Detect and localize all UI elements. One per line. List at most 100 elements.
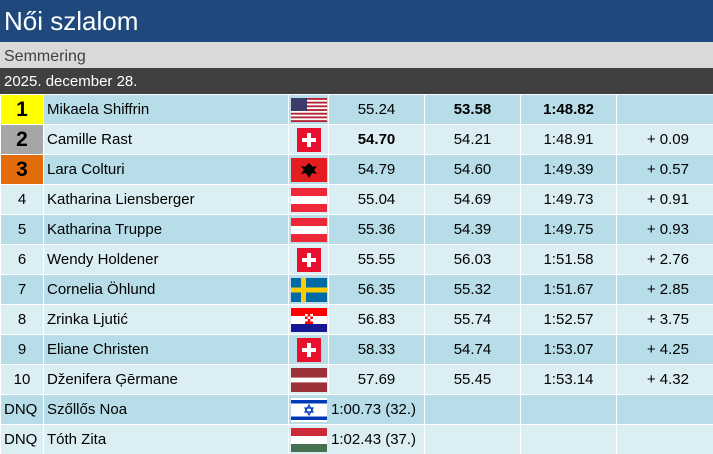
run1-result: 1:02.43 (37.) bbox=[331, 431, 417, 448]
austria-flag-icon bbox=[290, 217, 327, 242]
run2-time: 54.69 bbox=[424, 184, 521, 215]
run2-time: 54.74 bbox=[424, 334, 521, 365]
flag-cell bbox=[288, 184, 329, 215]
athlete-name: Lara Colturi bbox=[43, 154, 289, 185]
rank-cell: 4 bbox=[0, 184, 44, 215]
austria-flag-icon bbox=[290, 187, 327, 212]
usa-flag-icon bbox=[290, 97, 327, 122]
run2-time: 54.39 bbox=[424, 214, 521, 245]
athlete-name: Tóth Zita bbox=[43, 424, 289, 454]
time-difference bbox=[616, 94, 713, 125]
empty-cell bbox=[520, 424, 617, 454]
athlete-name: Dženifera Ģērmane bbox=[43, 364, 289, 395]
total-time: 1:48.82 bbox=[520, 94, 617, 125]
run2-time: 54.60 bbox=[424, 154, 521, 185]
athlete-name: Eliane Christen bbox=[43, 334, 289, 365]
total-time: 1:49.75 bbox=[520, 214, 617, 245]
albania-flag-icon bbox=[290, 157, 327, 182]
athlete-name: Szőllős Noa bbox=[43, 394, 289, 425]
athlete-name: Katharina Truppe bbox=[43, 214, 289, 245]
empty-cell bbox=[520, 394, 617, 425]
athlete-name: Zrinka Ljutić bbox=[43, 304, 289, 335]
athlete-name: Cornelia Öhlund bbox=[43, 274, 289, 305]
table-row: DNQ Tóth Zita 1:02.43 (37.) bbox=[0, 424, 713, 454]
time-difference: + 4.32 bbox=[616, 364, 713, 395]
run1-time: 55.55 bbox=[328, 244, 425, 275]
rank-cell: DNQ bbox=[0, 424, 44, 454]
date-label: 2025. december 28. bbox=[0, 68, 713, 94]
rank-cell: 2 bbox=[0, 124, 44, 155]
time-difference: + 0.91 bbox=[616, 184, 713, 215]
time-difference: + 3.75 bbox=[616, 304, 713, 335]
empty-cell bbox=[616, 424, 713, 454]
rank-cell: 3 bbox=[0, 154, 44, 185]
flag-cell bbox=[288, 124, 329, 155]
table-row: 1 Mikaela Shiffrin 55.24 53.58 1:48.82 bbox=[0, 94, 713, 125]
athlete-name: Mikaela Shiffrin bbox=[43, 94, 289, 125]
hungary-flag-icon bbox=[291, 427, 327, 452]
run1-time: 54.79 bbox=[328, 154, 425, 185]
table-row: 4 Katharina Liensberger 55.04 54.69 1:49.73 +… bbox=[0, 184, 713, 215]
switzerland-flag-icon bbox=[296, 337, 321, 362]
table-row: DNQ Szőllős Noa 1:00.73 (32.) bbox=[0, 394, 713, 425]
table-row: 2 Camille Rast 54.70 54.21 1:48.91 + 0.09 bbox=[0, 124, 713, 155]
total-time: 1:48.91 bbox=[520, 124, 617, 155]
dnq-result-cell: 1:02.43 (37.) bbox=[288, 424, 425, 454]
croatia-flag-icon bbox=[290, 307, 327, 332]
time-difference: + 4.25 bbox=[616, 334, 713, 365]
flag-cell bbox=[288, 334, 329, 365]
table-row: 6 Wendy Holdener 55.55 56.03 1:51.58 + 2.76 bbox=[0, 244, 713, 275]
flag-cell bbox=[288, 154, 329, 185]
israel-flag-icon bbox=[291, 397, 327, 422]
flag-cell bbox=[288, 244, 329, 275]
run1-time: 56.35 bbox=[328, 274, 425, 305]
latvia-flag-icon bbox=[290, 367, 327, 392]
run2-time: 54.21 bbox=[424, 124, 521, 155]
run1-time: 58.33 bbox=[328, 334, 425, 365]
flag-cell bbox=[288, 94, 329, 125]
athlete-name: Katharina Liensberger bbox=[43, 184, 289, 215]
run1-time: 54.70 bbox=[328, 124, 425, 155]
table-row: 9 Eliane Christen 58.33 54.74 1:53.07 + 4.25 bbox=[0, 334, 713, 365]
athlete-name: Wendy Holdener bbox=[43, 244, 289, 275]
time-difference: + 0.93 bbox=[616, 214, 713, 245]
run2-time: 55.45 bbox=[424, 364, 521, 395]
rank-cell: 7 bbox=[0, 274, 44, 305]
rank-cell: 8 bbox=[0, 304, 44, 335]
total-time: 1:51.67 bbox=[520, 274, 617, 305]
page-title: Női szlalom bbox=[0, 0, 713, 42]
run1-time: 55.24 bbox=[328, 94, 425, 125]
time-difference: + 2.85 bbox=[616, 274, 713, 305]
flag-cell bbox=[288, 304, 329, 335]
flag-cell bbox=[288, 364, 329, 395]
run2-time: 53.58 bbox=[424, 94, 521, 125]
empty-cell bbox=[424, 394, 521, 425]
rank-cell: 1 bbox=[0, 94, 44, 125]
results-table: 1 Mikaela Shiffrin 55.24 53.58 1:48.82 2 Camil… bbox=[0, 94, 713, 454]
flag-cell bbox=[288, 214, 329, 245]
empty-cell bbox=[616, 394, 713, 425]
total-time: 1:53.14 bbox=[520, 364, 617, 395]
run1-time: 56.83 bbox=[328, 304, 425, 335]
rank-cell: 10 bbox=[0, 364, 44, 395]
rank-cell: 5 bbox=[0, 214, 44, 245]
table-row: 7 Cornelia Öhlund 56.35 55.32 1:51.67 + 2.85 bbox=[0, 274, 713, 305]
total-time: 1:49.39 bbox=[520, 154, 617, 185]
total-time: 1:49.73 bbox=[520, 184, 617, 215]
empty-cell bbox=[424, 424, 521, 454]
table-row: 8 Zrinka Ljutić 56.83 55.74 1:52.57 + 3.75 bbox=[0, 304, 713, 335]
total-time: 1:53.07 bbox=[520, 334, 617, 365]
dnq-result-cell: 1:00.73 (32.) bbox=[288, 394, 425, 425]
athlete-name: Camille Rast bbox=[43, 124, 289, 155]
total-time: 1:52.57 bbox=[520, 304, 617, 335]
rank-cell: 6 bbox=[0, 244, 44, 275]
sweden-flag-icon bbox=[290, 277, 327, 302]
run1-time: 57.69 bbox=[328, 364, 425, 395]
run1-result: 1:00.73 (32.) bbox=[331, 401, 417, 418]
total-time: 1:51.58 bbox=[520, 244, 617, 275]
flag-cell bbox=[288, 274, 329, 305]
rank-cell: 9 bbox=[0, 334, 44, 365]
run2-time: 55.32 bbox=[424, 274, 521, 305]
table-row: 10 Dženifera Ģērmane 57.69 55.45 1:53.14 + 4.… bbox=[0, 364, 713, 395]
time-difference: + 0.09 bbox=[616, 124, 713, 155]
